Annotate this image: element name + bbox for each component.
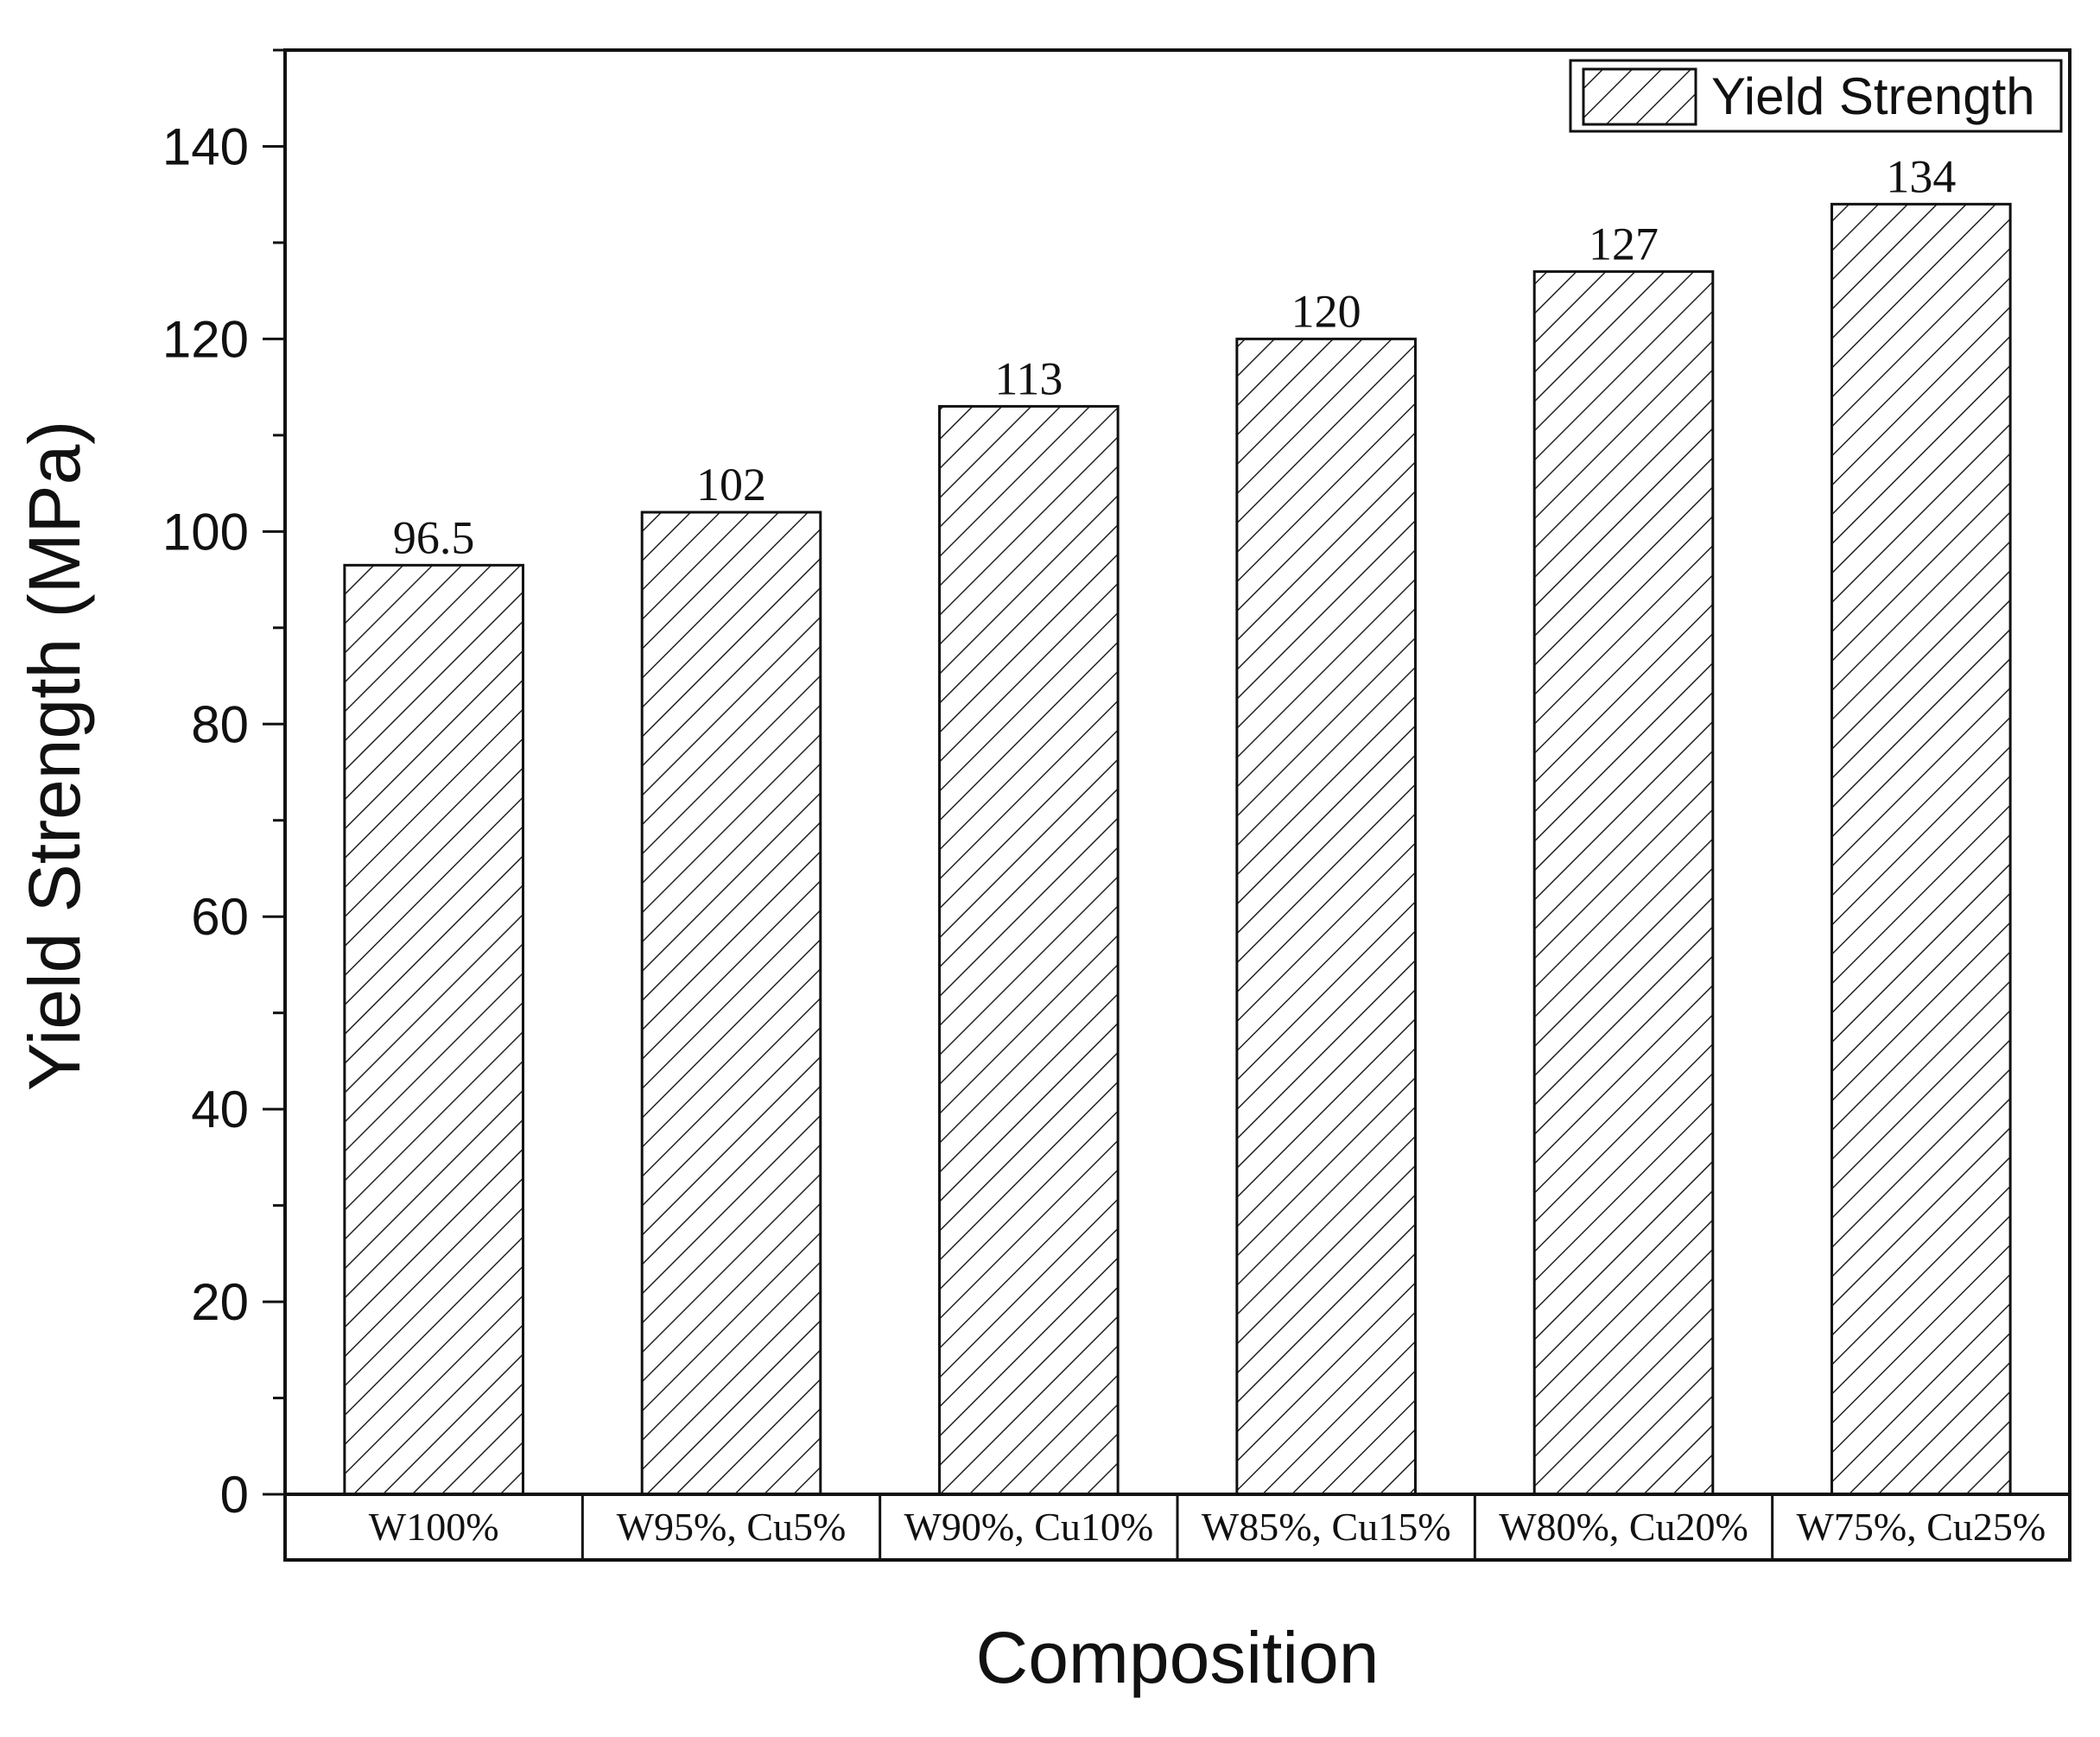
y-tick-label: 100 bbox=[162, 503, 249, 561]
bar bbox=[938, 404, 1120, 1496]
bar-value-label: 113 bbox=[994, 352, 1063, 404]
category-label: W75%, Cu25% bbox=[1796, 1505, 2046, 1549]
legend-swatch bbox=[1582, 67, 1697, 126]
y-tick-label: 120 bbox=[162, 310, 249, 368]
category-label: W90%, Cu10% bbox=[904, 1505, 1153, 1549]
category-label: W100% bbox=[369, 1505, 499, 1549]
bar-value-label: 102 bbox=[696, 459, 766, 510]
bar-value-label: 120 bbox=[1291, 285, 1361, 337]
y-tick-label: 80 bbox=[191, 695, 249, 753]
bar bbox=[1532, 269, 1715, 1496]
bar-value-label: 127 bbox=[1589, 218, 1659, 269]
y-tick-label: 0 bbox=[220, 1466, 249, 1524]
bar-value-label: 96.5 bbox=[393, 511, 475, 563]
y-axis-ticks: 0 20 40 60 80 100 120 140 bbox=[162, 48, 285, 1524]
bar bbox=[1830, 202, 2012, 1496]
y-tick-label: 140 bbox=[162, 117, 249, 175]
y-tick-label: 60 bbox=[191, 888, 249, 946]
category-label: W80%, Cu20% bbox=[1499, 1505, 1748, 1549]
y-tick-label: 40 bbox=[191, 1081, 249, 1138]
bar bbox=[343, 563, 524, 1496]
x-axis-title: Composition bbox=[976, 1617, 1380, 1698]
y-axis-title: Yield Strength (MPa) bbox=[14, 421, 95, 1092]
bar bbox=[1235, 337, 1417, 1496]
bars-layer: 96.5 102 113 120 127 134 bbox=[343, 150, 2012, 1496]
legend-label: Yield Strength bbox=[1711, 67, 2035, 125]
bar bbox=[640, 510, 822, 1496]
plot-frame bbox=[283, 48, 2071, 1562]
category-label-row: W100% W95%, Cu5% W90%, Cu10% W85%, Cu15% W80… bbox=[369, 1494, 2046, 1560]
category-label: W85%, Cu15% bbox=[1202, 1505, 1451, 1549]
legend: Yield Strength bbox=[1569, 59, 2063, 133]
category-label: W95%, Cu5% bbox=[617, 1505, 847, 1549]
plot-border bbox=[283, 48, 2071, 1562]
bar-value-label: 134 bbox=[1886, 150, 1956, 202]
y-tick-label: 20 bbox=[191, 1273, 249, 1331]
